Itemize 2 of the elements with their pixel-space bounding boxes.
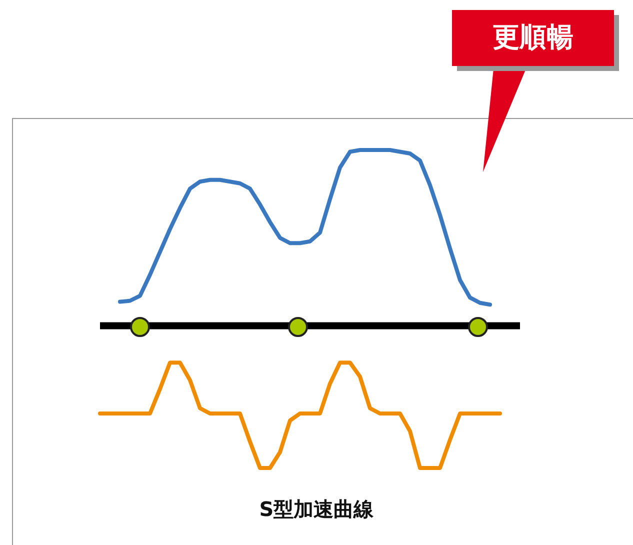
x-axis-title: S型加速曲線 [258, 496, 375, 523]
text: 更順暢 [452, 10, 614, 66]
